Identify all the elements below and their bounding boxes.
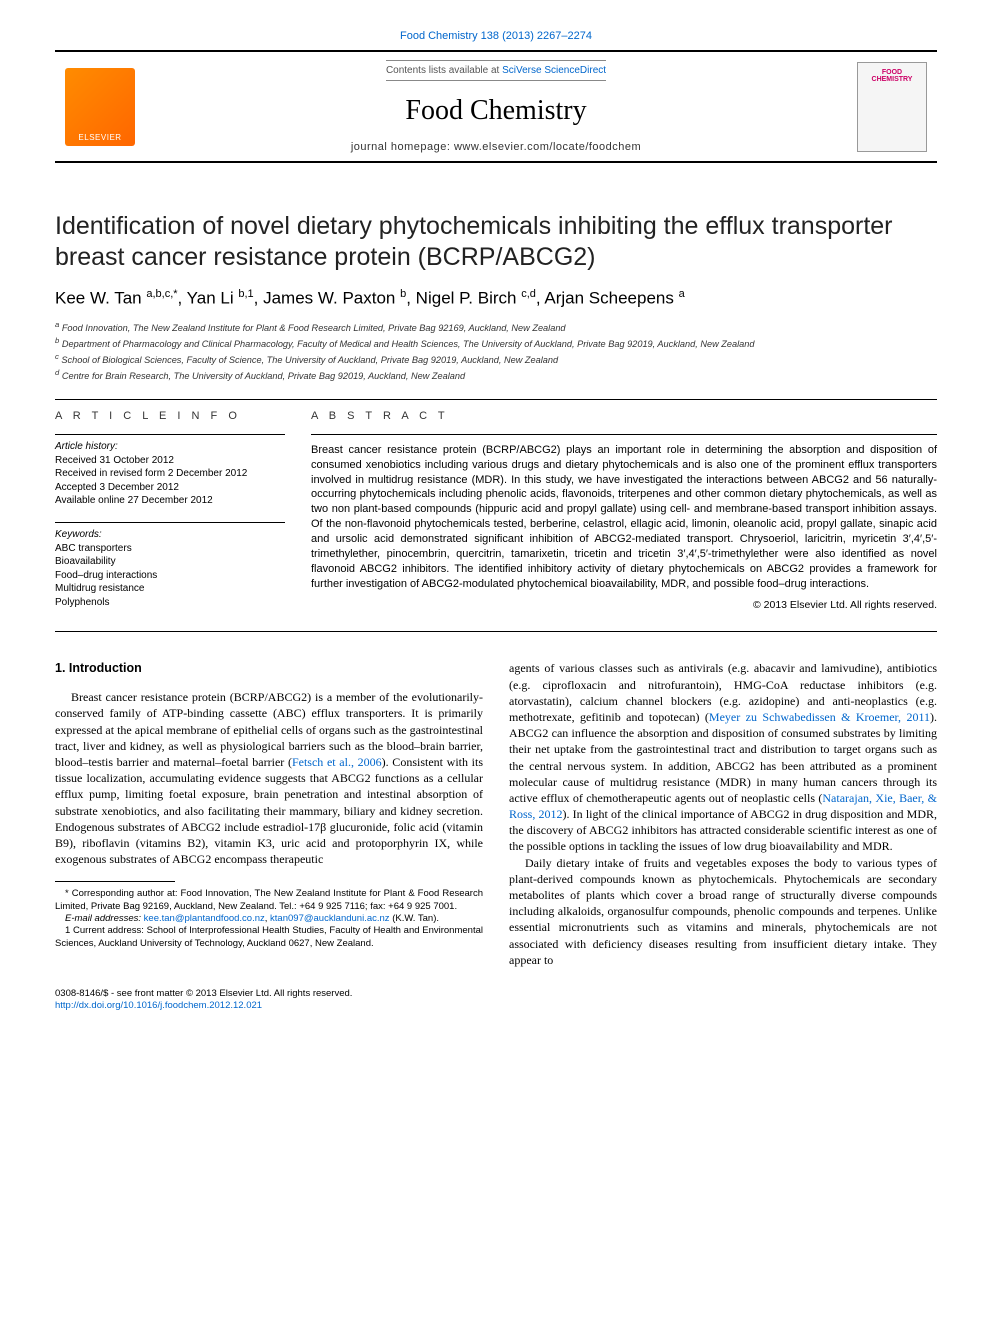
affiliation-line: d Centre for Brain Research, The Univers… bbox=[55, 368, 937, 383]
body-paragraph: Breast cancer resistance protein (BCRP/A… bbox=[55, 689, 483, 867]
journal-banner: ELSEVIER Contents lists available at Sci… bbox=[55, 50, 937, 163]
keywords-label: Keywords: bbox=[55, 529, 285, 540]
history-line: Received in revised form 2 December 2012 bbox=[55, 467, 285, 481]
author-list: Kee W. Tan a,b,c,*, Yan Li b,1, James W.… bbox=[55, 288, 937, 309]
keyword: ABC transporters bbox=[55, 542, 285, 556]
divider bbox=[55, 399, 937, 400]
body-column-right: agents of various classes such as antivi… bbox=[509, 660, 937, 968]
issue-citation[interactable]: Food Chemistry 138 (2013) 2267–2274 bbox=[55, 30, 937, 42]
history-line: Accepted 3 December 2012 bbox=[55, 481, 285, 495]
keyword: Polyphenols bbox=[55, 596, 285, 610]
footnote-1: 1 Current address: School of Interprofes… bbox=[55, 925, 483, 950]
keyword: Multidrug resistance bbox=[55, 582, 285, 596]
email-link[interactable]: ktan097@aucklanduni.ac.nz bbox=[270, 913, 390, 924]
affiliations: a Food Innovation, The New Zealand Insti… bbox=[55, 320, 937, 383]
footnote-rule bbox=[55, 881, 175, 882]
publisher-logo-block: ELSEVIER bbox=[55, 68, 145, 146]
doi-link[interactable]: http://dx.doi.org/10.1016/j.foodchem.201… bbox=[55, 1000, 262, 1011]
keyword: Bioavailability bbox=[55, 555, 285, 569]
email-note: E-mail addresses: kee.tan@plantandfood.c… bbox=[55, 913, 483, 925]
scidirect-link[interactable]: SciVerse ScienceDirect bbox=[502, 65, 606, 76]
body-paragraph: Daily dietary intake of fruits and veget… bbox=[509, 855, 937, 968]
history-line: Available online 27 December 2012 bbox=[55, 494, 285, 508]
article-info-heading: A R T I C L E I N F O bbox=[55, 410, 285, 422]
intro-heading: 1. Introduction bbox=[55, 660, 483, 677]
page-footer: 0308-8146/$ - see front matter © 2013 El… bbox=[55, 988, 937, 1013]
front-matter-line: 0308-8146/$ - see front matter © 2013 El… bbox=[55, 988, 937, 1000]
affiliation-line: b Department of Pharmacology and Clinica… bbox=[55, 336, 937, 351]
journal-cover-thumbnail[interactable]: FOOD CHEMISTRY bbox=[857, 62, 927, 152]
article-title: Identification of novel dietary phytoche… bbox=[55, 211, 937, 274]
journal-homepage[interactable]: journal homepage: www.elsevier.com/locat… bbox=[145, 141, 847, 153]
abstract-heading: A B S T R A C T bbox=[311, 410, 937, 422]
journal-name: Food Chemistry bbox=[145, 95, 847, 127]
abstract-text: Breast cancer resistance protein (BCRP/A… bbox=[311, 434, 937, 591]
affiliation-line: a Food Innovation, The New Zealand Insti… bbox=[55, 320, 937, 335]
history-line: Received 31 October 2012 bbox=[55, 454, 285, 468]
cover-title: FOOD CHEMISTRY bbox=[861, 69, 923, 84]
body-paragraph: agents of various classes such as antivi… bbox=[509, 660, 937, 854]
corresponding-author-note: * Corresponding author at: Food Innovati… bbox=[55, 888, 483, 913]
contents-available-line: Contents lists available at SciVerse Sci… bbox=[386, 60, 606, 81]
email-link[interactable]: kee.tan@plantandfood.co.nz bbox=[144, 913, 265, 924]
footnotes: * Corresponding author at: Food Innovati… bbox=[55, 888, 483, 950]
body-column-left: 1. Introduction Breast cancer resistance… bbox=[55, 660, 483, 968]
contents-prefix: Contents lists available at bbox=[386, 65, 502, 76]
abstract-copyright: © 2013 Elsevier Ltd. All rights reserved… bbox=[311, 599, 937, 611]
citation-link[interactable]: Meyer zu Schwabedissen & Kroemer, 2011 bbox=[709, 710, 930, 724]
elsevier-tree-icon[interactable]: ELSEVIER bbox=[65, 68, 135, 146]
keywords-block: Keywords: ABC transportersBioavailabilit… bbox=[55, 522, 285, 610]
divider bbox=[55, 631, 937, 632]
elsevier-label: ELSEVIER bbox=[78, 133, 121, 142]
article-history-block: Article history: Received 31 October 201… bbox=[55, 434, 285, 508]
history-label: Article history: bbox=[55, 441, 285, 452]
keyword: Food–drug interactions bbox=[55, 569, 285, 583]
affiliation-line: c School of Biological Sciences, Faculty… bbox=[55, 352, 937, 367]
citation-link[interactable]: Fetsch et al., 2006 bbox=[292, 755, 382, 769]
